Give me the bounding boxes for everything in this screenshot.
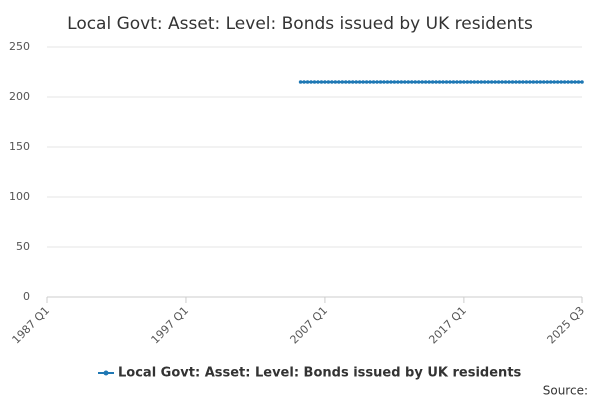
chart-title: Local Govt: Asset: Level: Bonds issued b… xyxy=(67,14,533,34)
data-point xyxy=(562,80,567,84)
data-point xyxy=(350,80,355,84)
data-point xyxy=(427,80,431,84)
data-point xyxy=(347,80,352,84)
data-point xyxy=(493,80,497,84)
data-point xyxy=(343,80,348,84)
data-point xyxy=(517,80,522,84)
data-point xyxy=(385,80,390,84)
data-point xyxy=(337,80,341,84)
data-point xyxy=(465,80,470,84)
data-point xyxy=(472,80,477,84)
x-tick-label: 2025 Q3 xyxy=(545,304,588,347)
data-point xyxy=(482,80,487,84)
data-point xyxy=(489,80,494,84)
data-point xyxy=(364,80,369,84)
data-point xyxy=(430,80,435,84)
data-point xyxy=(357,80,362,84)
data-point xyxy=(469,80,473,84)
data-point xyxy=(319,80,324,84)
y-tick-label: 250 xyxy=(9,40,30,53)
data-point xyxy=(441,80,445,84)
data-point xyxy=(455,80,459,84)
data-point xyxy=(378,80,383,84)
legend-marker xyxy=(103,370,109,376)
data-point xyxy=(514,80,518,84)
data-point xyxy=(403,80,407,84)
source: Source: xyxy=(543,384,588,398)
legend-label: Local Govt: Asset: Level: Bonds issued b… xyxy=(118,366,522,381)
data-point xyxy=(535,80,539,84)
data-point xyxy=(458,80,463,84)
data-point xyxy=(576,80,581,84)
data-point xyxy=(312,80,317,84)
data-point xyxy=(406,80,411,84)
data-point xyxy=(479,80,484,84)
x-tick-label: 1997 Q1 xyxy=(149,304,192,347)
data-point xyxy=(545,80,550,84)
data-point xyxy=(361,80,365,84)
data-point xyxy=(326,80,331,84)
data-point xyxy=(462,80,466,84)
data-point xyxy=(555,80,560,84)
data-point xyxy=(548,80,553,84)
data-point xyxy=(416,80,421,84)
y-tick-label: 50 xyxy=(16,240,30,253)
data-point xyxy=(437,80,442,84)
data-point xyxy=(434,80,438,84)
data-point xyxy=(316,80,320,84)
data-point xyxy=(375,80,379,84)
data-point xyxy=(538,80,543,84)
data-point xyxy=(298,80,303,84)
data-point xyxy=(524,80,529,84)
data-point xyxy=(486,80,491,84)
data-point xyxy=(448,80,452,84)
data-point xyxy=(510,80,515,84)
y-tick-label: 150 xyxy=(9,140,30,153)
y-tick-label: 0 xyxy=(23,290,30,303)
data-point xyxy=(309,80,313,84)
data-point xyxy=(552,80,557,84)
data-point xyxy=(368,80,372,84)
data-point xyxy=(396,80,400,84)
data-point xyxy=(389,80,393,84)
data-point xyxy=(340,80,345,84)
data-point xyxy=(541,80,546,84)
data-point xyxy=(392,80,397,84)
data-point xyxy=(302,80,306,84)
y-tick-label: 200 xyxy=(9,90,30,103)
data-point xyxy=(500,80,504,84)
data-point xyxy=(507,80,511,84)
data-point xyxy=(569,80,574,84)
data-point xyxy=(559,80,563,84)
x-tick-label: 2007 Q1 xyxy=(288,304,331,347)
data-point xyxy=(413,80,418,84)
data-point xyxy=(580,80,584,84)
data-point xyxy=(399,80,404,84)
data-point xyxy=(382,80,386,84)
data-point xyxy=(496,80,501,84)
data-point xyxy=(566,80,570,84)
data-point xyxy=(423,80,428,84)
x-tick-label: 1987 Q1 xyxy=(10,304,53,347)
data-point xyxy=(451,80,456,84)
data-point xyxy=(531,80,536,84)
data-point xyxy=(573,80,577,84)
data-point xyxy=(444,80,449,84)
data-point xyxy=(420,80,424,84)
x-tick-label: 2017 Q1 xyxy=(426,304,469,347)
y-tick-label: 100 xyxy=(9,190,30,203)
data-point xyxy=(330,80,334,84)
data-point xyxy=(521,80,525,84)
data-point xyxy=(503,80,508,84)
data-point xyxy=(371,80,376,84)
data-point xyxy=(475,80,480,84)
data-point xyxy=(305,80,310,84)
data-point xyxy=(409,80,414,84)
data-point xyxy=(333,80,338,84)
data-point xyxy=(323,80,327,84)
data-point xyxy=(528,80,532,84)
data-point xyxy=(354,80,358,84)
